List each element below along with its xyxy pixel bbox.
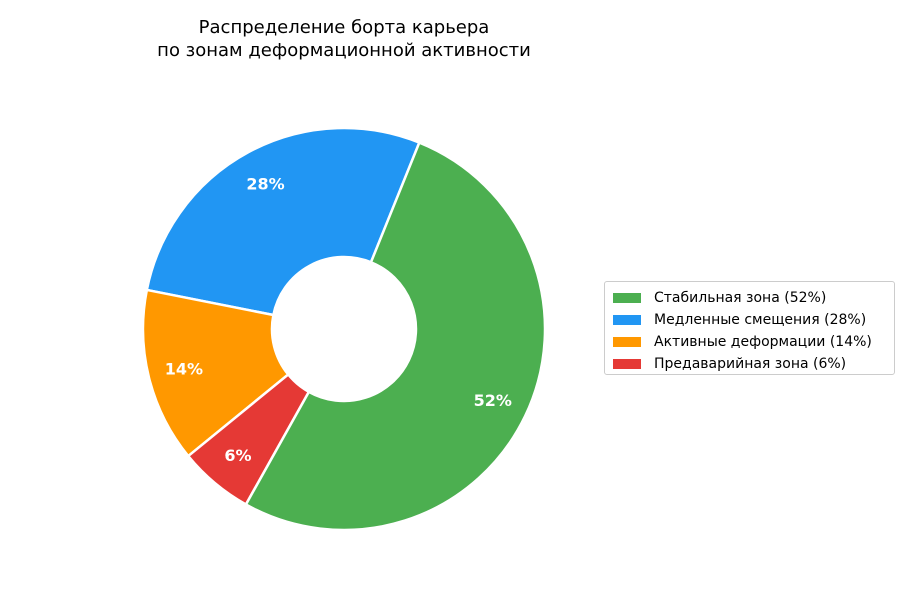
- pie-slice: [244, 141, 547, 532]
- slice-percent-label: 14%: [165, 359, 203, 378]
- legend-item-stable: Стабильная зона (52%): [613, 287, 894, 309]
- slice-percent-label: 52%: [474, 391, 512, 410]
- legend-swatch: [613, 315, 641, 325]
- legend-label: Медленные смещения (28%): [654, 312, 867, 328]
- legend-label: Предаварийная зона (6%): [654, 356, 847, 372]
- legend-item-slow-displacement: Медленные смещения (28%): [613, 309, 894, 331]
- legend-swatch: [613, 337, 641, 347]
- pie-slice: [145, 126, 421, 317]
- legend-label: Активные деформации (14%): [654, 334, 872, 350]
- legend: Стабильная зона (52%) Медленные смещения…: [604, 281, 895, 375]
- slice-percent-label: 6%: [224, 446, 251, 465]
- pie-slice: [141, 288, 290, 458]
- chart-title-line-2: по зонам деформационной активности: [157, 40, 531, 61]
- chart-title: Распределение борта карьера по зонам деф…: [94, 16, 594, 62]
- legend-swatch: [613, 293, 641, 303]
- legend-swatch: [613, 359, 641, 369]
- legend-item-pre-emergency: Предаварийная зона (6%): [613, 353, 894, 375]
- legend-label: Стабильная зона (52%): [654, 290, 827, 306]
- legend-item-active-deformation: Активные деформации (14%): [613, 331, 894, 353]
- chart-title-line-1: Распределение борта карьера: [198, 17, 490, 38]
- slice-percent-label: 28%: [246, 174, 284, 193]
